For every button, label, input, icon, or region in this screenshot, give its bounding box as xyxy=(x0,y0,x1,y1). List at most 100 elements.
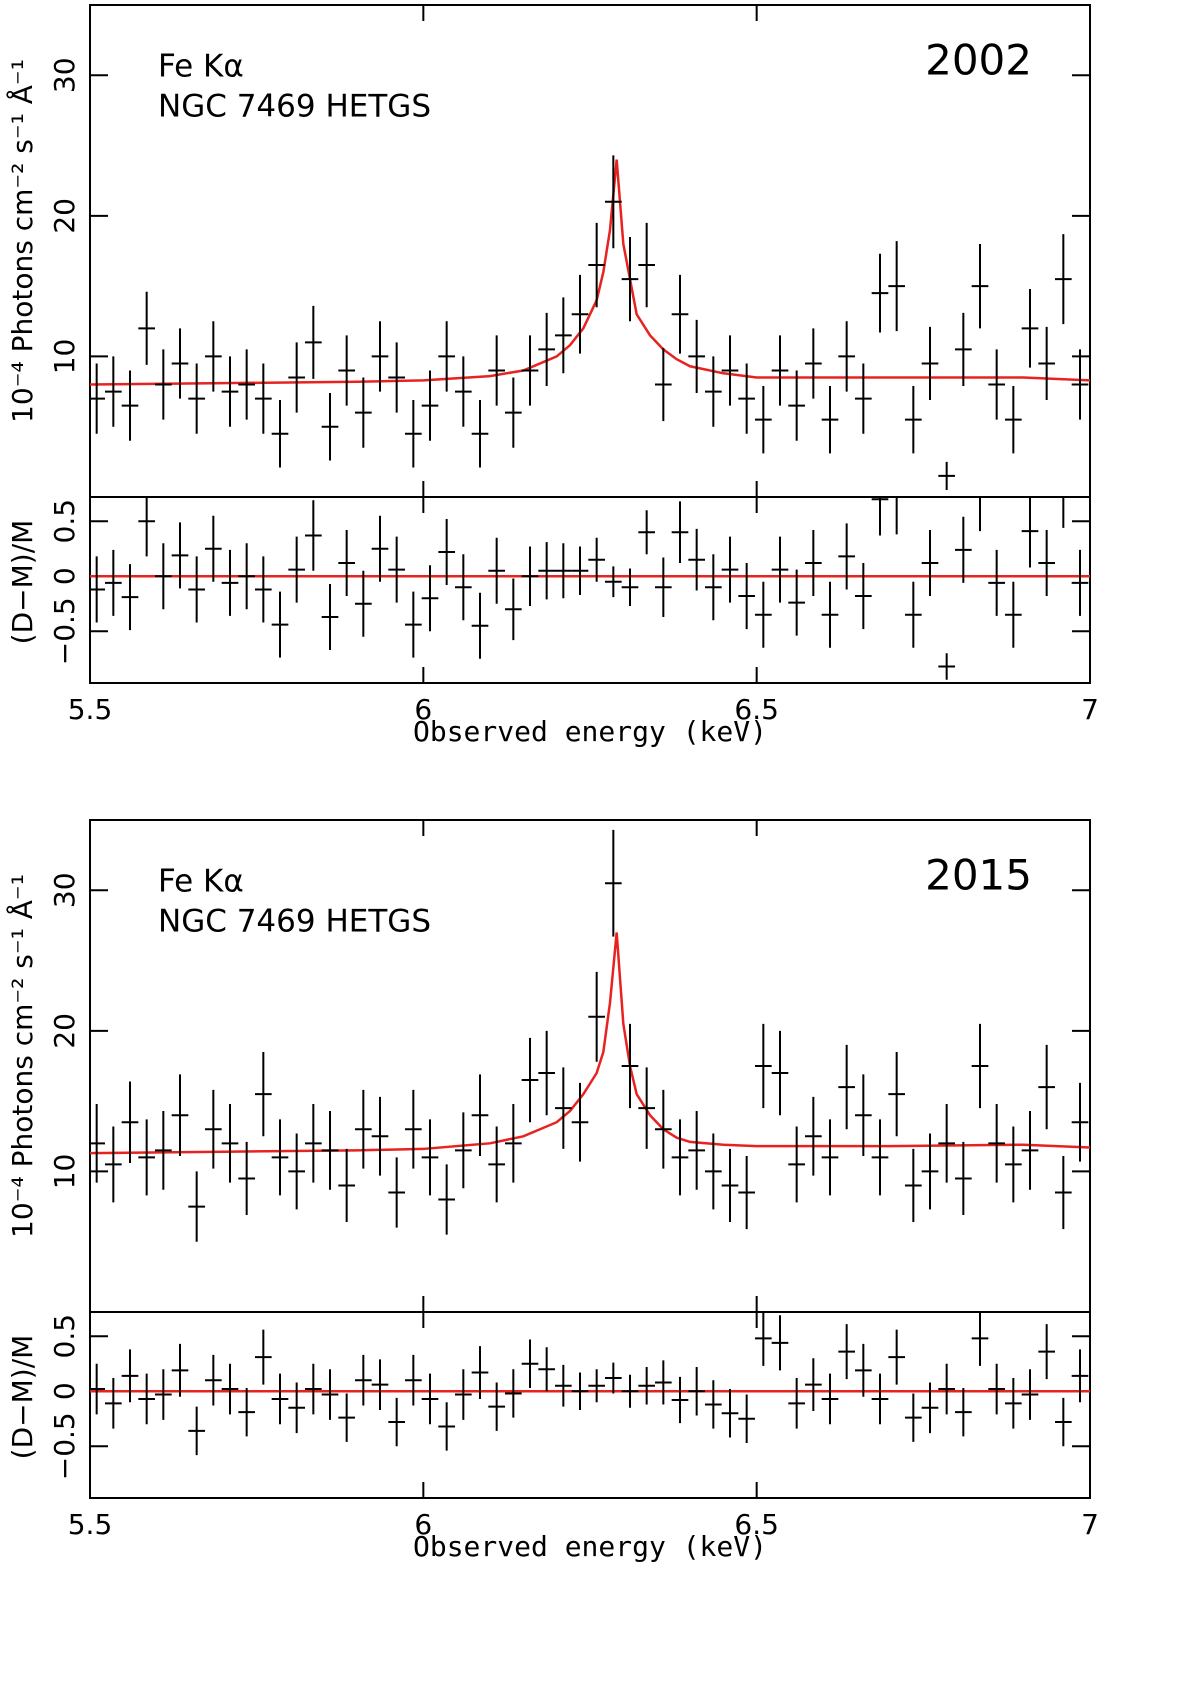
model-line xyxy=(90,932,1090,1155)
residual-point xyxy=(371,515,389,582)
x-axis-label: Observed energy (keV) xyxy=(413,1530,767,1563)
data-point xyxy=(605,829,622,937)
data-point xyxy=(1038,1044,1055,1130)
residual-point xyxy=(838,523,855,590)
data-point xyxy=(988,1103,1005,1183)
data-point xyxy=(238,349,255,420)
residual-point xyxy=(121,1349,139,1403)
data-point xyxy=(271,400,289,468)
data-point xyxy=(455,356,472,427)
data-point xyxy=(938,461,955,490)
data-point xyxy=(555,1067,572,1149)
residual-point xyxy=(205,515,222,582)
panel: 5.5 6 6.5 7 10 20 30 −0.5 0 0.5 10⁻⁴ Photons cm⁻² … xyxy=(5,819,1099,1563)
data-point xyxy=(90,1103,105,1183)
residual-point xyxy=(488,1382,505,1431)
data-point xyxy=(571,1082,589,1162)
data-point xyxy=(705,356,722,427)
residual-point xyxy=(588,1369,605,1403)
residual-point xyxy=(938,1363,955,1415)
residual-point xyxy=(438,519,455,586)
y-axis-label: 10⁻⁴ Photons cm⁻² s⁻¹ Å⁻¹ xyxy=(5,59,39,423)
residual-point xyxy=(505,1369,522,1418)
data-point xyxy=(1071,1082,1089,1162)
residual-group xyxy=(90,497,1090,680)
data-point xyxy=(905,385,922,454)
residual-point xyxy=(1005,1378,1022,1429)
data-point xyxy=(755,1023,772,1109)
residual-point xyxy=(1005,581,1022,648)
y-tick-label: −0.5 xyxy=(48,1412,81,1480)
data-point xyxy=(238,1141,255,1216)
residual-point xyxy=(171,522,189,589)
data-point xyxy=(621,1023,639,1109)
residual-point xyxy=(1021,1369,1039,1420)
residual-point xyxy=(671,1376,689,1424)
residual-point xyxy=(90,556,105,623)
residual-point xyxy=(755,581,772,648)
data-point xyxy=(955,1141,972,1216)
y-tick-label: 0.5 xyxy=(48,1314,81,1359)
residual-point xyxy=(555,1364,572,1407)
data-point xyxy=(355,377,372,448)
residual-point xyxy=(1038,1324,1055,1380)
residual-point xyxy=(121,564,139,631)
x-tick-label: 7 xyxy=(1081,1508,1099,1541)
residual-point xyxy=(238,543,255,610)
data-point xyxy=(571,274,589,354)
residual-point xyxy=(638,510,655,555)
residual-point xyxy=(405,1354,422,1406)
residual-point xyxy=(455,554,472,621)
y-tick-label: 20 xyxy=(48,198,81,234)
residual-point xyxy=(471,1346,489,1399)
residual-point xyxy=(821,581,839,648)
annotation: Fe Kα xyxy=(158,864,244,900)
data-point xyxy=(288,1133,305,1210)
data-point xyxy=(788,370,805,441)
residual-point xyxy=(1021,497,1039,568)
residual-point xyxy=(288,1382,305,1434)
data-point xyxy=(105,356,122,427)
y-tick-label: 10 xyxy=(48,1154,81,1190)
data-point xyxy=(205,1089,222,1169)
residual-point xyxy=(338,1393,355,1442)
data-point xyxy=(221,1103,239,1183)
data-point xyxy=(405,1089,422,1169)
data-point xyxy=(805,328,822,399)
residual-point xyxy=(271,591,289,658)
data-point xyxy=(605,155,622,249)
residual-point xyxy=(905,581,922,648)
data-point xyxy=(621,236,639,322)
residual-point xyxy=(588,537,605,582)
data-point xyxy=(1038,326,1055,401)
x-tick-label: 5.5 xyxy=(68,1508,113,1541)
residual-point xyxy=(738,563,755,630)
data-point xyxy=(388,1157,405,1228)
data-point xyxy=(121,1081,139,1163)
y-tick-label: 30 xyxy=(48,57,81,93)
panel: 5.5 6 6.5 7 10 20 30 −0.5 0 0.5 10⁻⁴ Photons cm⁻² … xyxy=(5,4,1099,748)
data-point xyxy=(471,400,489,468)
data-point xyxy=(338,335,355,406)
residual-point xyxy=(688,1367,705,1416)
y-tick-label: 0 xyxy=(48,567,81,585)
y-tick-label: 30 xyxy=(48,872,81,908)
residual-frame xyxy=(89,1311,1091,1499)
residual-point xyxy=(805,1358,822,1412)
data-point xyxy=(771,1030,789,1116)
residual-point xyxy=(138,497,155,557)
residual-point xyxy=(938,653,955,680)
data-point xyxy=(938,1103,955,1183)
data-point xyxy=(188,363,205,434)
residual-point xyxy=(821,1373,839,1425)
data-point xyxy=(588,222,605,308)
data-point xyxy=(1005,1126,1022,1203)
residual-point xyxy=(388,1397,405,1447)
data-point xyxy=(138,1119,155,1196)
residual-point xyxy=(405,591,422,658)
annotation: NGC 7469 HETGS xyxy=(158,89,431,125)
residual-point xyxy=(488,537,505,604)
data-point xyxy=(855,1074,872,1156)
residual-point xyxy=(1038,530,1055,597)
residual-point xyxy=(921,530,939,597)
